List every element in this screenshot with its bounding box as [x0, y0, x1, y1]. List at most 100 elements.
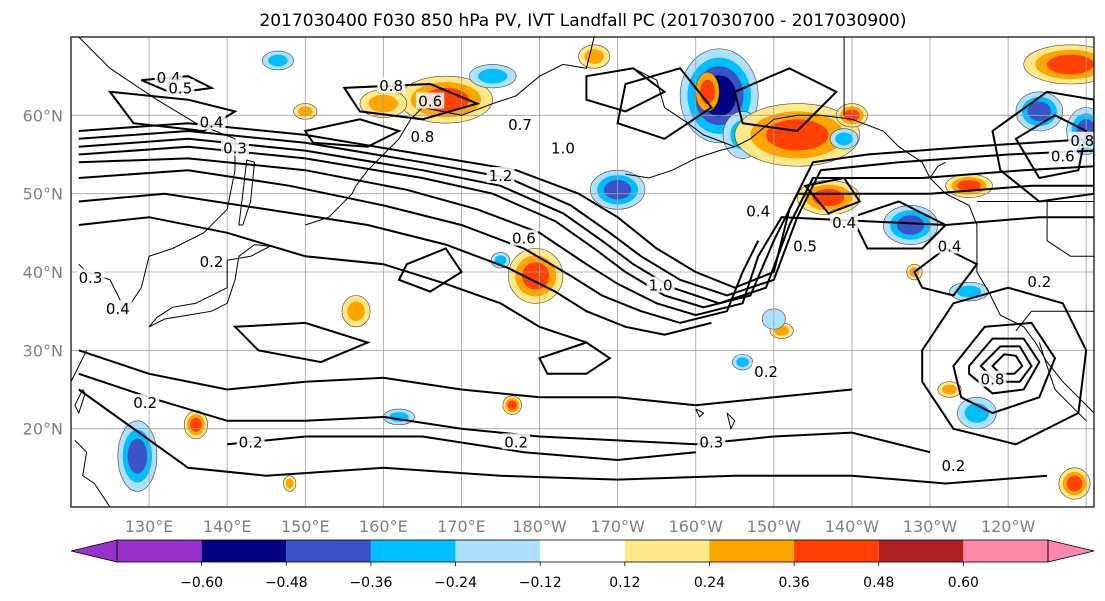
ivt-contour-line: [303, 118, 402, 148]
ivt-contour-line: [991, 90, 1094, 203]
ivt-contour-line: [78, 169, 760, 324]
colorbar-box: [878, 540, 964, 562]
colorbar-extend-low: [70, 539, 118, 563]
pv-anomaly-patch: [812, 188, 845, 207]
contour-label: 0.2: [239, 433, 263, 451]
lon-tick-label: 120°W: [981, 517, 1036, 536]
coastline: [74, 389, 86, 415]
colorbar-box: [117, 540, 202, 562]
coastline: [633, 67, 1094, 414]
contour-label-bg: [506, 116, 535, 133]
contour-label-bg: [548, 139, 577, 156]
pv-anomaly-patch: [956, 285, 982, 298]
contour-label-bg: [935, 237, 964, 254]
coastline: [78, 37, 236, 313]
contour-label: 0.4: [106, 300, 130, 318]
ivt-contour-line: [968, 337, 1041, 395]
coastline: [355, 37, 595, 187]
ivt-contour-line: [78, 372, 931, 454]
ivt-contour-line: [78, 157, 1094, 317]
contour-label: 0.6: [1051, 147, 1075, 165]
ivt-contour-line: [78, 349, 852, 407]
lat-tick-label: 40°N: [23, 263, 63, 282]
ivt-contour-line: [850, 200, 948, 250]
graticule: [71, 37, 1094, 507]
contour-label: 0.3: [79, 269, 103, 287]
contour-label: 0.6: [418, 93, 442, 111]
contour-label: 0.4: [832, 214, 856, 232]
colorbar-tick-label: −0.60: [180, 575, 223, 591]
contour-label: 0.7: [508, 116, 532, 134]
pv-anomaly-patch: [478, 68, 508, 84]
contour-label-bg: [697, 433, 726, 450]
coastline: [695, 408, 705, 418]
colorbar-tick-label: 0.24: [694, 575, 725, 591]
lon-tick-label: 170°W: [590, 517, 645, 536]
contour-label: 0.3: [223, 140, 247, 158]
contour-label: 0.2: [1027, 273, 1051, 291]
pv-anomaly-patch: [1047, 54, 1094, 75]
contour-label: 0.4: [746, 202, 770, 220]
colorbar-tick-label: −0.24: [434, 575, 477, 591]
contour-label-bg: [236, 433, 265, 450]
lat-tick-label: 30°N: [23, 341, 63, 360]
pv-anomaly-patch: [190, 417, 202, 432]
lon-tick-label: 160°W: [669, 517, 724, 536]
pv-anomaly-patch: [957, 179, 981, 192]
contour-label: 0.5: [793, 238, 817, 256]
contour-label-bg: [408, 127, 437, 144]
pv-anomaly-patch: [736, 357, 749, 367]
contour-label-bg: [166, 79, 195, 96]
pv-anomaly-patch: [942, 384, 957, 395]
contour-label: 0.8: [379, 77, 403, 95]
colorbar-box: [963, 540, 1048, 562]
colorbar-box: [455, 540, 541, 562]
colorbar-outline: [116, 539, 1049, 563]
ivt-contour-line: [78, 388, 1048, 485]
lat-tick-label: 60°N: [23, 106, 63, 125]
lat-tick-label: 50°N: [23, 185, 63, 204]
lon-tick-label: 130°E: [125, 517, 174, 536]
contour-label: 0.6: [512, 230, 536, 248]
ivt-contour-line: [232, 321, 371, 364]
contour-label-bg: [509, 229, 538, 246]
contour-label-bg: [752, 362, 781, 379]
map-frame: [70, 36, 1095, 508]
contour-label-bg: [1048, 147, 1077, 164]
lon-tick-label: 170°E: [437, 517, 486, 536]
colorbar-tick-label: −0.36: [349, 575, 392, 591]
pv-anomaly-patch: [896, 215, 925, 235]
pv-anomaly-patch: [521, 262, 550, 290]
lon-tick-label: 130°W: [903, 517, 958, 536]
colorbar-tick-label: −0.48: [265, 575, 308, 591]
ivt-contour-line: [397, 247, 463, 293]
contour-labels: 0.40.5 0.80.60.40.30.80.71.01.20.40.50.40…: [76, 69, 1094, 475]
contour-label: 0.4: [200, 114, 224, 132]
ivt-contour-line: [585, 67, 667, 113]
contour-label-bg: [502, 433, 531, 450]
ivt-contour-line: [803, 176, 862, 215]
coastline: [238, 159, 256, 226]
contour-label-bg: [1025, 272, 1054, 289]
contour-label-bg: [220, 139, 249, 156]
colorbar-box: [201, 540, 287, 562]
contour-label-bg: [103, 300, 132, 317]
coastline: [625, 146, 735, 179]
contour-label: 1.0: [551, 140, 575, 158]
contour-label: 0.2: [942, 457, 966, 475]
contour-label: 0.8: [410, 128, 434, 146]
pv-anomaly-patch: [766, 119, 829, 151]
pv-anomaly-patch: [584, 49, 604, 64]
colorbar-box: [370, 540, 456, 562]
contour-label: 0.3: [699, 433, 723, 451]
ivt-contour-line: [78, 122, 1094, 289]
lon-tick-label: 180°W: [512, 517, 567, 536]
contour-label-bg: [131, 394, 160, 411]
lon-tick-label: 160°E: [359, 517, 408, 536]
ivt-contour-line: [921, 286, 1088, 446]
pv-anomaly-patch: [127, 438, 148, 474]
latitude-labels: 60°N 50°N 40°N 30°N 20°N: [23, 106, 63, 438]
lon-tick-label: 150°W: [747, 517, 802, 536]
pv-anomaly-patch: [347, 301, 365, 321]
